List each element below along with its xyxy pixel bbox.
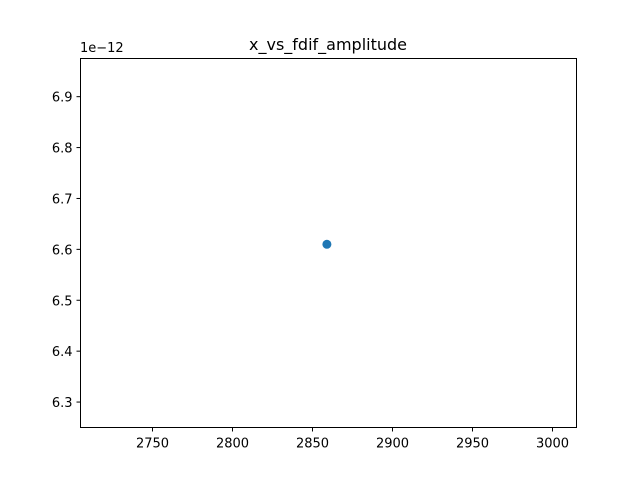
- x-tick-label: 3000: [536, 437, 569, 452]
- y-tick-label: 6.4: [52, 345, 73, 360]
- data-points: [322, 239, 332, 249]
- data-point: [322, 239, 332, 249]
- x-tick-label: 2850: [296, 437, 329, 452]
- x-tick-label: 2750: [136, 437, 169, 452]
- chart-title: x_vs_fdif_amplitude: [249, 35, 407, 55]
- y-tick-label: 6.8: [52, 142, 73, 157]
- x-tick-label: 2900: [376, 437, 409, 452]
- x-tick-label: 2800: [216, 437, 249, 452]
- plot-area-frame: [80, 58, 577, 428]
- y-tick-label: 6.5: [52, 294, 73, 309]
- y-tick-label: 6.9: [52, 91, 73, 106]
- x-tick-label: 2950: [456, 437, 489, 452]
- y-axis-ticks: 6.3 6.4 6.5 6.6 6.7 6.8 6.9: [52, 91, 81, 411]
- y-axis-offset-label: 1e−12: [80, 41, 124, 56]
- y-tick-label: 6.6: [52, 243, 73, 258]
- y-tick-label: 6.7: [52, 192, 73, 207]
- y-tick-label: 6.3: [52, 396, 73, 411]
- x-axis-ticks: 2750 2800 2850 2900 2950 3000: [136, 427, 569, 452]
